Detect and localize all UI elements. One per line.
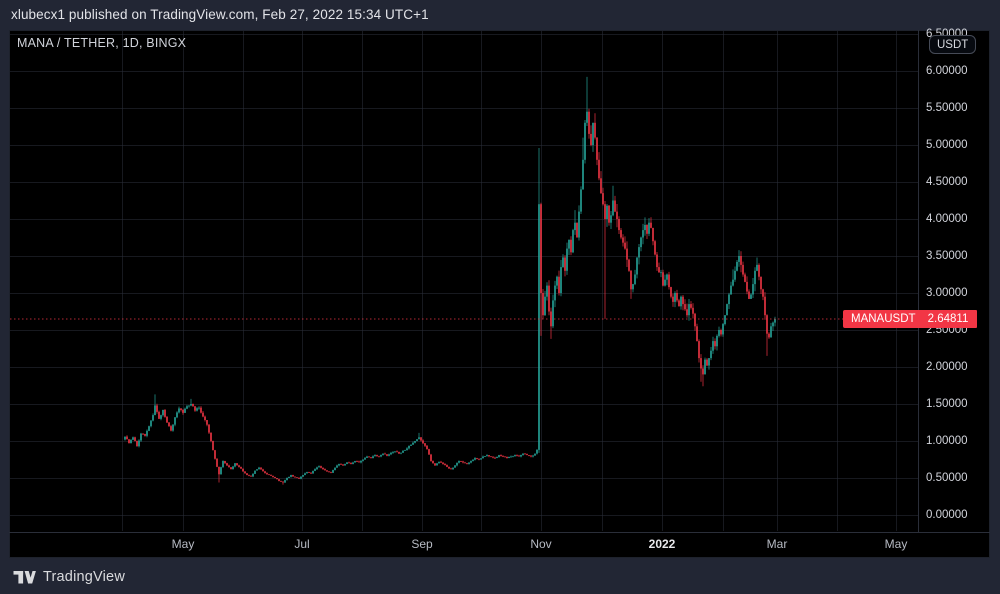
price-tick-label: 1.50000 [926,398,968,410]
last-price-axis-tag: 2.64811 [919,310,977,328]
time-tick-label: Mar [766,537,788,551]
symbol-legend: MANA / TETHER, 1D, BINGX [17,36,187,50]
price-tick-label: 4.50000 [926,176,968,188]
time-tick-label: Nov [530,537,552,551]
price-tick-label: 5.50000 [926,102,968,114]
price-tick-label: 6.00000 [926,65,968,77]
price-tick-label: 0.50000 [926,472,968,484]
time-tick-label: 2022 [648,537,676,551]
price-tick-label: 4.00000 [926,213,968,225]
last-price-symbol-label: MANAUSDT [843,310,924,328]
price-tick-label: 1.00000 [926,435,968,447]
currency-toggle-button[interactable]: USDT [929,35,977,54]
price-tick-label: 5.00000 [926,139,968,151]
price-tick-label: 3.00000 [926,287,968,299]
publish-bar: xlubecx1 published on TradingView.com, F… [0,0,1000,29]
tradingview-home-link[interactable]: TradingView [13,569,125,585]
tradingview-logo-icon [13,570,36,585]
time-tick-label: Sep [411,537,433,551]
publish-text: xlubecx1 published on TradingView.com, F… [11,7,429,22]
brand-text: TradingView [43,569,125,585]
price-tick-label: 0.00000 [926,509,968,521]
time-tick-label: May [884,537,908,551]
time-tick-label: May [171,537,195,551]
footer-bar: TradingView [0,560,1000,594]
price-tick-label: 2.00000 [926,361,968,373]
time-tick-label: Jul [294,537,310,551]
price-tick-label: 3.50000 [926,250,968,262]
